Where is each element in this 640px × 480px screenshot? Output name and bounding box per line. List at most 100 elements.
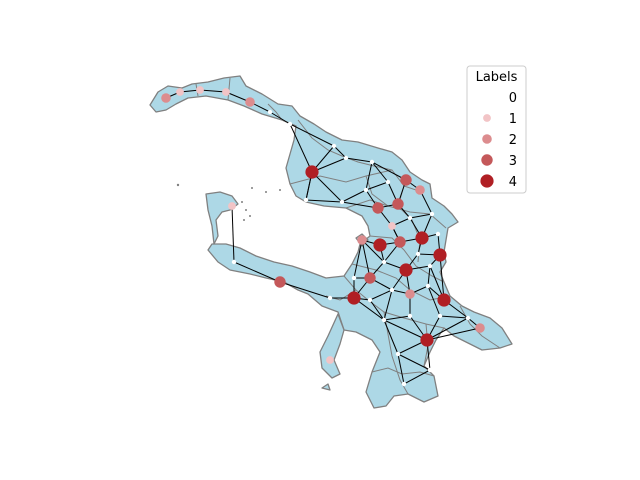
graph-edge: [269, 111, 291, 125]
graph-node-label-4: [437, 293, 451, 307]
legend-marker-1: [483, 114, 491, 122]
graph-edge: [427, 265, 431, 287]
graph-node-label-0: [339, 199, 345, 205]
graph-nodes: [161, 86, 485, 387]
graph-node-label-0: [385, 179, 391, 185]
graph-edge: [341, 201, 379, 209]
graph-edge: [397, 353, 431, 371]
graph-edge: [199, 89, 227, 93]
graph-node-label-4: [433, 248, 447, 262]
legend-marker-2: [482, 134, 492, 144]
graph-node-label-0: [415, 251, 421, 257]
graph-node-label-4: [420, 333, 434, 347]
graph-edge: [289, 123, 313, 173]
internal-boundaries: [195, 77, 501, 395]
graph-node-label-1: [228, 202, 236, 210]
graph-edge: [305, 199, 343, 203]
graph-edge: [353, 239, 363, 279]
legend-label-2: 2: [509, 133, 517, 148]
graph-edge: [383, 319, 428, 341]
graph-node-label-0: [427, 263, 433, 269]
graph-edge: [341, 189, 367, 203]
graph-node-label-0: [435, 231, 441, 237]
islet-dots: [176, 183, 281, 221]
graph-edge: [371, 161, 407, 181]
graph-node-label-0: [351, 275, 357, 281]
graph-edge: [365, 161, 373, 191]
graph-node-label-0: [407, 313, 413, 319]
graph-node-label-0: [389, 287, 395, 293]
graph-edge: [403, 369, 431, 385]
graph-node-label-0: [427, 367, 433, 373]
graph-edge: [231, 205, 235, 263]
graph-node-label-3: [400, 174, 412, 186]
graph-node-label-3: [394, 236, 406, 248]
graph-node-label-1: [176, 88, 184, 96]
graph-node-label-0: [395, 351, 401, 357]
graph-edge: [371, 161, 389, 183]
graph-edge: [333, 145, 347, 159]
graph-node-label-0: [363, 187, 369, 193]
graph-node-label-1: [196, 86, 204, 94]
graph-node-label-4: [415, 231, 429, 245]
legend-items: 0 1 2 3 4: [480, 91, 517, 190]
legend-label-1: 1: [509, 112, 517, 127]
graph-node-label-0: [367, 297, 373, 303]
north-peninsula-region: [149, 75, 513, 409]
legend: Labels 0 1 2 3 4: [466, 65, 527, 194]
legend-label-3: 3: [509, 154, 517, 169]
graph-node-label-3: [274, 276, 286, 288]
legend-marker-3: [481, 154, 493, 166]
graph-node-label-3: [392, 198, 404, 210]
graph-node-label-0: [331, 143, 337, 149]
graph-node-label-2: [415, 185, 425, 195]
legend-marker-0: [484, 94, 490, 100]
graph-node-label-0: [303, 197, 309, 203]
graph-edge: [369, 289, 393, 301]
legend-marker-4: [480, 174, 494, 188]
legend-label-0: 0: [509, 91, 517, 106]
graph-node-label-4: [347, 291, 361, 305]
graph-edge: [361, 239, 385, 263]
graph-node-label-0: [327, 295, 333, 301]
graph-edge: [397, 353, 405, 385]
graph-node-label-2: [161, 93, 171, 103]
graph-node-label-4: [305, 165, 319, 179]
graph-edge: [289, 123, 335, 147]
graph-node-label-2: [357, 235, 367, 245]
graph-node-label-0: [287, 121, 293, 127]
graph-node-label-2: [245, 97, 255, 107]
graph-edge: [383, 315, 411, 321]
graph-node-label-2: [405, 289, 415, 299]
legend-label-4: 4: [509, 175, 517, 190]
graph-node-label-1: [222, 88, 230, 96]
south-finger-region: [319, 313, 345, 379]
graph-edge: [383, 289, 393, 321]
graph-edge: [279, 281, 331, 299]
graph-node-label-0: [381, 259, 387, 265]
graph-node-label-0: [429, 211, 435, 217]
graph-node-label-0: [381, 317, 387, 323]
graph-node-label-0: [369, 159, 375, 165]
graph-edge: [361, 239, 371, 279]
graph-node-label-0: [437, 313, 443, 319]
graph-edge: [439, 254, 445, 301]
graph-edge: [369, 299, 385, 321]
legend-box: [466, 65, 527, 194]
graph-edge: [426, 327, 481, 341]
southwest-islet: [321, 383, 331, 391]
graph-edge: [409, 213, 433, 219]
graph-node-label-0: [425, 283, 431, 289]
graph-node-label-0: [267, 109, 273, 115]
graph-node-label-4: [373, 238, 387, 252]
graph-node-label-0: [407, 215, 413, 221]
legend-title: Labels: [476, 70, 518, 85]
graph-node-label-3: [364, 272, 376, 284]
graph-node-label-0: [401, 381, 407, 387]
graph-node-label-0: [343, 155, 349, 161]
graph-edge: [311, 171, 343, 203]
graph-edge: [383, 319, 399, 355]
graph-node-label-0: [465, 315, 471, 321]
